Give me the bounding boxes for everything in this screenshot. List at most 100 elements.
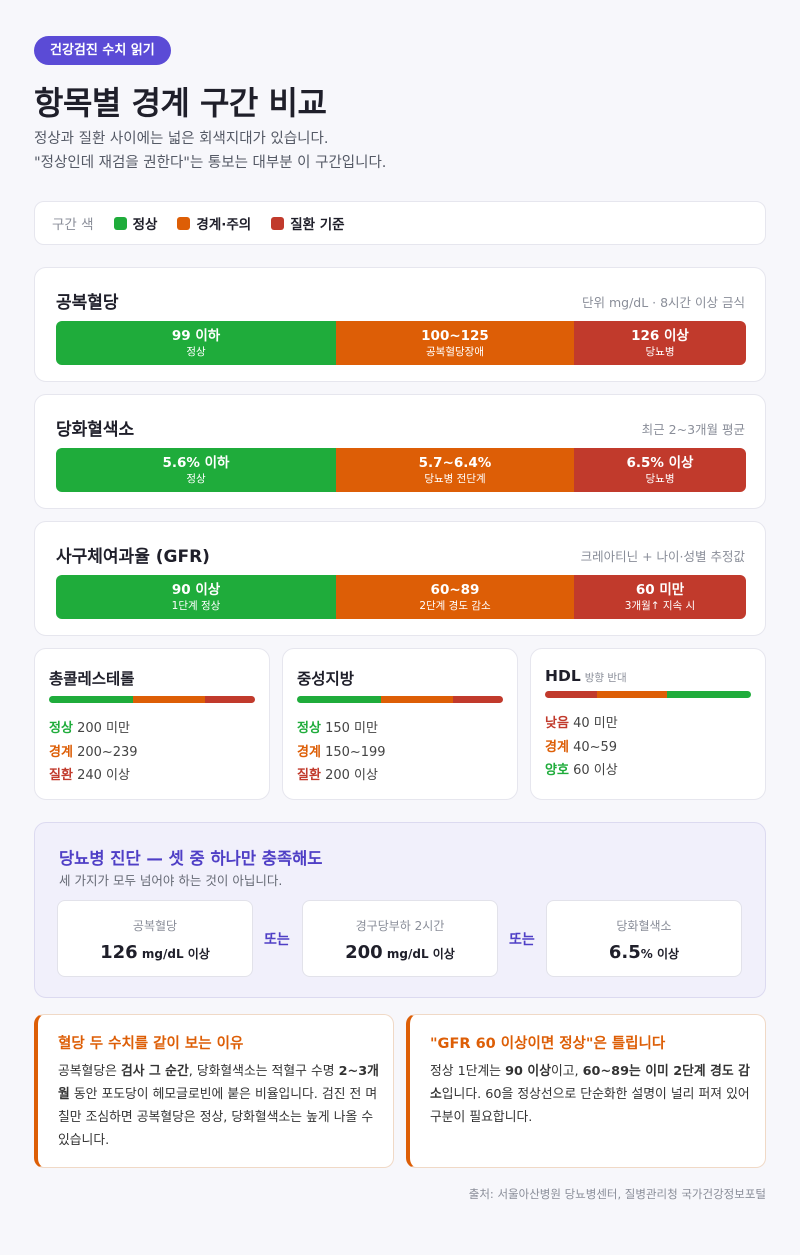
triglyceride-card: 중성지방 정상 150 미만 경계 150~199 질환 200 이상 xyxy=(282,648,518,800)
segment-label: 정상 xyxy=(186,345,206,358)
bar-segment-caution xyxy=(597,691,667,698)
row-label: 정상 xyxy=(49,721,73,736)
criterion-label: 당화혈색소 xyxy=(616,919,672,933)
criterion-ogtt: 경구당부하 2시간 200 mg/dL 이상 xyxy=(302,900,498,977)
legend-title: 구간 색 xyxy=(52,217,94,233)
gfr-note: 크레아티닌 + 나이·성별 추정값 xyxy=(580,549,745,564)
criterion-unit: % 이상 xyxy=(640,947,680,961)
normal-swatch-icon xyxy=(113,216,127,230)
legend-item-caution: 경계·주의 xyxy=(177,213,251,233)
row-value: 240 이상 xyxy=(77,768,130,783)
hdl-row-low: 낮음 40 미만 xyxy=(545,712,618,731)
triglyceride-title: 중성지방 xyxy=(297,670,355,688)
hba1c-card: 당화혈색소 최근 2~3개월 평균 5.6% 이하 정상 5.7~6.4% 당뇨… xyxy=(34,394,766,509)
cholesterol-row-disease: 질환 240 이상 xyxy=(49,764,130,783)
diagnosis-title: 당뇨병 진단 — 셋 중 하나만 충족해도 xyxy=(59,849,323,868)
glucose-card: 공복혈당 단위 mg/dL · 8시간 이상 금식 99 이하 정상 100~1… xyxy=(34,267,766,382)
row-label: 질환 xyxy=(49,768,73,783)
glucose-segment-disease: 126 이상 당뇨병 xyxy=(574,321,746,365)
criterion-number: 200 xyxy=(345,942,383,963)
legend-item-disease: 질환 기준 xyxy=(271,213,345,233)
bar-segment-good xyxy=(667,691,751,698)
criterion-value: 126 mg/dL 이상 xyxy=(58,942,252,963)
segment-label: 공복혈당장애 xyxy=(426,345,484,358)
legend-item-normal: 정상 xyxy=(113,213,158,233)
color-legend: 구간 색 정상 경계·주의 질환 기준 xyxy=(34,201,766,245)
bar-segment-caution xyxy=(381,696,453,703)
hba1c-segment-normal: 5.6% 이하 정상 xyxy=(56,448,336,492)
gfr-segment-caution: 60~89 2단계 경도 감소 xyxy=(336,575,574,619)
gfr-range-bar: 90 이상 1단계 정상 60~89 2단계 경도 감소 60 미만 3개월↑ … xyxy=(56,575,746,619)
hdl-title: HDL 방향 반대 xyxy=(545,667,627,685)
criterion-fasting-glucose: 공복혈당 126 mg/dL 이상 xyxy=(57,900,253,977)
diabetes-diagnosis-panel: 당뇨병 진단 — 셋 중 하나만 충족해도 세 가지가 모두 넘어야 하는 것이… xyxy=(34,822,766,998)
glucose-note: 단위 mg/dL · 8시간 이상 금식 xyxy=(581,295,745,310)
row-value: 150~199 xyxy=(325,745,386,760)
row-value: 200 미만 xyxy=(77,721,130,736)
legend-label-normal: 정상 xyxy=(132,217,158,233)
glucose-segment-normal: 99 이하 정상 xyxy=(56,321,336,365)
note-title: 혈당 두 수치를 같이 보는 이유 xyxy=(58,1036,244,1052)
note-emphasis: 검사 그 순간 xyxy=(120,1064,189,1079)
criterion-hba1c: 당화혈색소 6.5% 이상 xyxy=(546,900,742,977)
cholesterol-title: 총콜레스테롤 xyxy=(49,670,135,688)
segment-value: 99 이하 xyxy=(171,327,221,344)
note-text: 이고, xyxy=(550,1064,583,1079)
legend-label-disease: 질환 기준 xyxy=(290,217,345,233)
hba1c-range-bar: 5.6% 이하 정상 5.7~6.4% 당뇨병 전단계 6.5% 이상 당뇨병 xyxy=(56,448,746,492)
hdl-row-caution: 경계 40~59 xyxy=(545,736,617,755)
cholesterol-row-normal: 정상 200 미만 xyxy=(49,717,130,736)
glucose-segment-caution: 100~125 공복혈당장애 xyxy=(336,321,574,365)
hdl-row-good: 양호 60 이상 xyxy=(545,759,618,778)
caution-swatch-icon xyxy=(177,216,191,230)
criterion-unit: mg/dL 이상 xyxy=(382,947,455,961)
or-label-1: 또는 xyxy=(264,932,290,948)
bar-segment-disease xyxy=(453,696,503,703)
hdl-title-text: HDL xyxy=(545,667,581,685)
hba1c-note: 최근 2~3개월 평균 xyxy=(641,422,745,437)
row-value: 200 이상 xyxy=(325,768,378,783)
bar-segment-low xyxy=(545,691,597,698)
bar-segment-normal xyxy=(49,696,133,703)
gfr-segment-disease: 60 미만 3개월↑ 지속 시 xyxy=(574,575,746,619)
note-emphasis: 90 이상 xyxy=(505,1064,551,1079)
triglyceride-range-bar xyxy=(297,696,503,703)
segment-value: 60 미만 xyxy=(635,581,685,598)
note-emphasis: 60~89는 이미 2단계 경도 감소 xyxy=(430,1064,750,1102)
row-label: 정상 xyxy=(297,721,321,736)
legend-label-caution: 경계·주의 xyxy=(196,217,252,233)
gfr-segment-normal: 90 이상 1단계 정상 xyxy=(56,575,336,619)
criterion-label: 경구당부하 2시간 xyxy=(355,919,445,933)
row-value: 60 이상 xyxy=(573,763,618,778)
row-value: 40~59 xyxy=(573,740,618,755)
criterion-value: 200 mg/dL 이상 xyxy=(303,942,497,963)
segment-label: 당뇨병 전단계 xyxy=(424,472,486,485)
segment-value: 60~89 xyxy=(430,581,480,598)
segment-value: 90 이상 xyxy=(171,581,221,598)
hba1c-segment-disease: 6.5% 이상 당뇨병 xyxy=(574,448,746,492)
hba1c-segment-caution: 5.7~6.4% 당뇨병 전단계 xyxy=(336,448,574,492)
criterion-number: 126 xyxy=(100,942,138,963)
note-text: 정상 1단계는 xyxy=(430,1064,506,1079)
page-title: 항목별 경계 구간 비교 xyxy=(34,84,327,122)
segment-value: 126 이상 xyxy=(631,327,689,344)
gfr-card: 사구체여과율 (GFR) 크레아티닌 + 나이·성별 추정값 90 이상 1단계… xyxy=(34,521,766,636)
glucose-explanation-note: 혈당 두 수치를 같이 보는 이유 공복혈당은 검사 그 순간, 당화혈색소는 … xyxy=(34,1014,394,1168)
row-value: 150 미만 xyxy=(325,721,378,736)
bar-segment-disease xyxy=(205,696,255,703)
topic-badge: 건강검진 수치 읽기 xyxy=(34,36,171,65)
note-body: 정상 1단계는 90 이상이고, 60~89는 이미 2단계 경도 감소입니다.… xyxy=(430,1060,752,1129)
segment-label: 당뇨병 xyxy=(645,345,675,358)
hba1c-title: 당화혈색소 xyxy=(56,420,135,440)
row-value: 200~239 xyxy=(77,745,138,760)
gfr-title: 사구체여과율 (GFR) xyxy=(56,547,210,567)
criterion-value: 6.5% 이상 xyxy=(547,942,741,963)
row-label: 경계 xyxy=(49,745,73,760)
criterion-number: 6.5 xyxy=(608,942,641,963)
cholesterol-card: 총콜레스테롤 정상 200 미만 경계 200~239 질환 240 이상 xyxy=(34,648,270,800)
segment-value: 6.5% 이상 xyxy=(626,454,694,471)
source-credit: 출처: 서울아산병원 당뇨병센터, 질병관리청 국가건강정보포털 xyxy=(468,1187,766,1201)
glucose-range-bar: 99 이하 정상 100~125 공복혈당장애 126 이상 당뇨병 xyxy=(56,321,746,365)
note-text: 동안 포도당이 헤모글로빈에 붙은 비율입니다. 검진 전 며칠만 조심하면 공… xyxy=(58,1087,378,1148)
note-body: 공복혈당은 검사 그 순간, 당화혈색소는 적혈구 수명 2~3개월 동안 포도… xyxy=(58,1060,380,1152)
